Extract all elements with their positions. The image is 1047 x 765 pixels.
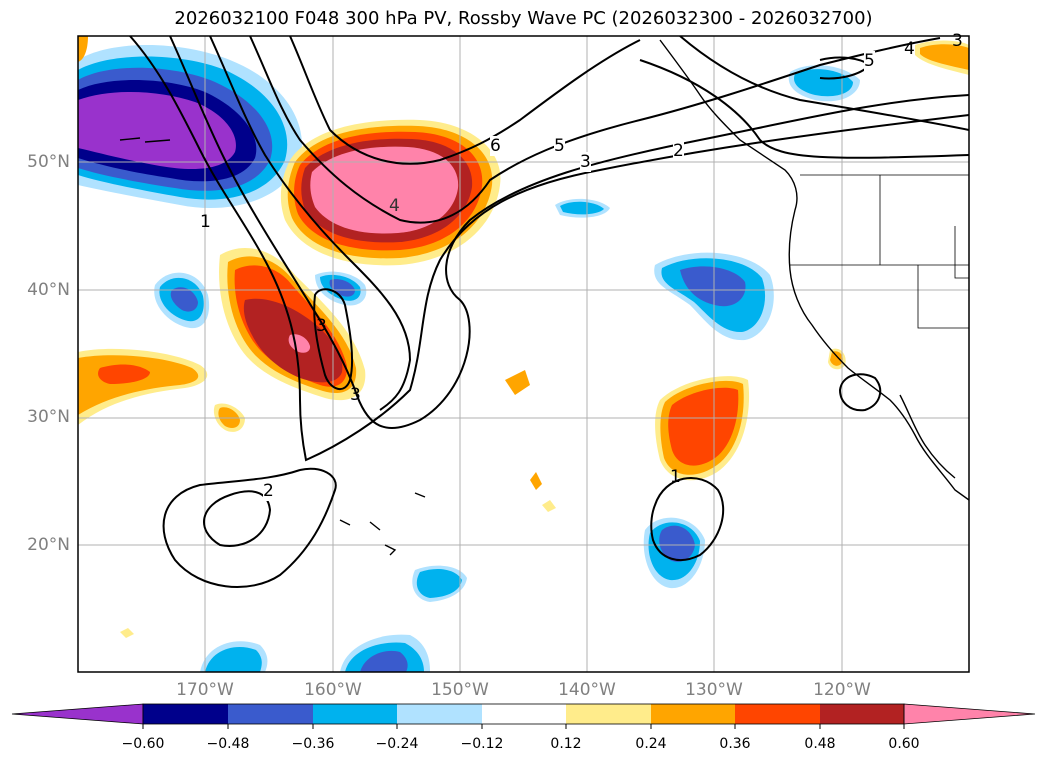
- lon-label: 130°W: [685, 680, 743, 700]
- colorbar-tick: 0.60: [888, 736, 920, 752]
- colorbar-tick: −0.24: [375, 736, 419, 752]
- pv-positive-west: [78, 348, 245, 432]
- contour-label: 2: [263, 481, 274, 501]
- lat-label: 40°N: [27, 280, 70, 300]
- pv-contours: [129, 36, 969, 588]
- colorbar-tick: 0.36: [719, 736, 751, 752]
- colorbar-tick: −0.48: [206, 736, 250, 752]
- lat-label: 50°N: [27, 152, 70, 172]
- lon-label: 140°W: [558, 680, 616, 700]
- coastline: [119, 39, 969, 556]
- pv-positive-east: [78, 36, 969, 638]
- lon-label: 150°W: [431, 680, 489, 700]
- contour-label: 4: [389, 196, 400, 216]
- lon-label: 160°W: [304, 680, 362, 700]
- colorbar-tick: −0.60: [121, 736, 165, 752]
- contour-label: 2: [673, 141, 684, 161]
- contour-label: 3: [316, 316, 327, 336]
- colorbar-tick: 0.24: [635, 736, 667, 752]
- colorbar-tick: −0.12: [460, 736, 504, 752]
- contour-label: 3: [580, 152, 591, 172]
- contour-label: 6: [490, 136, 501, 156]
- contour-label: 5: [864, 51, 875, 71]
- contour-label: 5: [554, 136, 565, 156]
- lon-label: 170°W: [176, 680, 234, 700]
- contour-label: 4: [904, 39, 915, 59]
- contour-label: 3: [350, 385, 361, 405]
- colorbar-tick: 0.48: [804, 736, 836, 752]
- pv-negative-northwest: [78, 45, 302, 208]
- contour-label: 3: [952, 31, 963, 51]
- map-gridlines: [78, 36, 969, 672]
- lat-label: 20°N: [27, 535, 70, 555]
- lat-label: 30°N: [27, 407, 70, 427]
- pv-negative-small: [154, 65, 860, 672]
- lon-label: 120°W: [813, 680, 871, 700]
- map-title: 2026032100 F048 300 hPa PV, Rossby Wave …: [174, 8, 873, 29]
- contour-label: 1: [200, 212, 211, 232]
- state-borders: [790, 174, 969, 329]
- colorbar: [11, 703, 1036, 729]
- colorbar-tick: 0.12: [550, 736, 582, 752]
- colorbar-tick: −0.36: [291, 736, 335, 752]
- contour-label: 1: [670, 467, 681, 487]
